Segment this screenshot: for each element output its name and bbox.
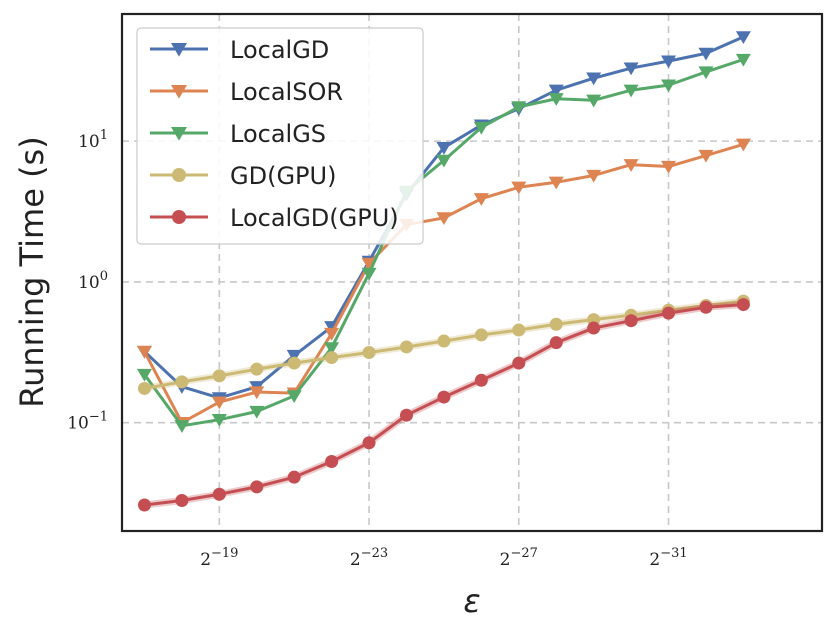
data-point	[436, 141, 452, 155]
data-point	[175, 375, 189, 389]
legend-marker	[171, 43, 187, 57]
data-point	[249, 405, 265, 419]
data-point	[325, 454, 339, 468]
data-point	[361, 267, 377, 281]
data-point	[250, 480, 264, 494]
data-point	[399, 340, 413, 354]
data-point	[586, 169, 602, 183]
x-tick-label: 2−23	[350, 546, 388, 570]
data-point	[624, 314, 638, 328]
data-point	[511, 101, 527, 115]
x-axis-title: ε	[463, 582, 480, 620]
legend-marker	[171, 85, 187, 99]
data-point	[661, 55, 677, 69]
data-point	[250, 362, 264, 376]
data-point	[699, 300, 713, 314]
data-point	[136, 345, 152, 359]
y-tick-label: 10−1	[67, 410, 108, 434]
data-point	[512, 356, 526, 370]
data-point	[661, 79, 677, 93]
legend: LocalGD LocalSOR LocalGS GD(GPU) LocalGD(GPU…	[136, 27, 424, 245]
data-point	[212, 487, 226, 501]
data-point	[362, 436, 376, 450]
data-point	[474, 373, 488, 387]
data-point	[698, 149, 714, 163]
data-point	[549, 317, 563, 331]
data-point	[249, 386, 265, 400]
legend-box	[136, 27, 424, 245]
x-tick-label: 2−27	[500, 546, 538, 570]
data-point	[511, 181, 527, 195]
data-point	[211, 414, 227, 427]
series-gd-gpu-	[137, 294, 750, 395]
y-axis-title: Running Time (s)	[13, 136, 51, 407]
legend-entry: LocalGD	[150, 36, 329, 64]
legend-entry: GD(GPU)	[150, 162, 336, 190]
tick-labels: 2−19 2−23 2−27 2−31 10−1 100 101	[67, 128, 687, 570]
legend-entry: LocalGD(GPU)	[150, 204, 399, 232]
data-point	[735, 31, 751, 45]
data-point	[324, 342, 340, 355]
data-point	[473, 121, 489, 135]
legend-entry: LocalGS	[150, 120, 326, 148]
plot-frame	[120, 12, 824, 533]
legend-label: LocalSOR	[230, 78, 343, 106]
legend-label: LocalGD(GPU)	[230, 204, 399, 232]
data-point	[474, 328, 488, 342]
legend-marker	[171, 127, 187, 141]
data-point	[324, 327, 340, 341]
data-point	[361, 257, 377, 271]
data-point	[548, 84, 564, 98]
data-point	[437, 390, 451, 404]
data-point	[735, 138, 751, 152]
data-point	[174, 420, 190, 433]
data-point	[736, 298, 750, 312]
data-point	[548, 93, 564, 106]
y-tick-label: 101	[78, 128, 108, 152]
x-tick-label: 2−31	[649, 546, 687, 570]
data-point	[136, 368, 152, 382]
data-point	[325, 351, 339, 365]
data-point	[436, 154, 452, 168]
data-point	[548, 176, 564, 190]
data-point	[362, 346, 376, 360]
series-localgs	[136, 53, 751, 433]
data-point	[549, 336, 563, 350]
data-point	[586, 72, 602, 86]
series-localgd-gpu-	[137, 298, 750, 512]
data-point	[437, 334, 451, 348]
data-point	[623, 159, 639, 172]
data-point	[662, 306, 676, 320]
legend-label: LocalGD	[230, 36, 329, 64]
data-point	[698, 47, 714, 61]
data-point	[623, 62, 639, 76]
data-point	[287, 356, 301, 370]
data-point	[399, 408, 413, 422]
data-point	[436, 212, 452, 225]
legend-marker	[172, 168, 186, 182]
data-point	[137, 381, 151, 395]
data-point	[587, 321, 601, 335]
data-point	[473, 193, 489, 206]
data-point	[286, 390, 302, 404]
data-point	[698, 66, 714, 80]
data-point	[175, 493, 189, 507]
data-point	[286, 349, 302, 363]
data-point	[586, 94, 602, 108]
data-point	[623, 84, 639, 98]
data-point	[137, 498, 151, 512]
x-tick-label: 2−19	[200, 546, 238, 570]
data-point	[287, 470, 301, 484]
legend-label: GD(GPU)	[230, 162, 336, 190]
data-point	[212, 369, 226, 383]
data-point	[512, 323, 526, 337]
legend-entry: LocalSOR	[150, 78, 343, 106]
data-point	[735, 53, 751, 67]
legend-marker	[172, 210, 186, 224]
data-point	[661, 160, 677, 174]
legend-label: LocalGS	[230, 120, 326, 148]
data-point	[211, 396, 227, 410]
y-tick-label: 100	[78, 269, 108, 293]
